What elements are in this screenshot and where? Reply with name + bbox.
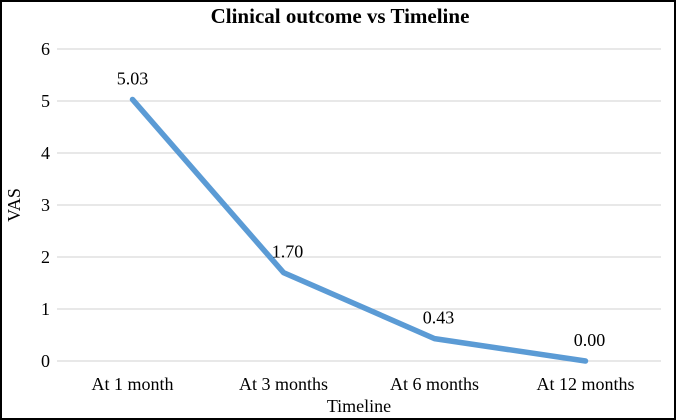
y-tick-label: 6 xyxy=(41,39,50,59)
x-category-label: At 12 months xyxy=(536,374,634,394)
series-line xyxy=(129,96,589,364)
y-tick-label: 0 xyxy=(41,351,50,371)
x-category-label: At 6 months xyxy=(390,374,479,394)
data-label: 1.70 xyxy=(272,242,304,262)
data-label: 0.00 xyxy=(574,330,606,350)
y-tick-label: 1 xyxy=(41,299,50,319)
x-category-label: At 3 months xyxy=(239,374,328,394)
x-category-label: At 1 month xyxy=(91,374,173,394)
data-label: 5.03 xyxy=(117,68,149,88)
y-tick-label: 5 xyxy=(41,91,50,111)
x-axis-title: Timeline xyxy=(326,396,392,416)
chart-title: Clinical outcome vs Timeline xyxy=(210,4,470,28)
y-tick-label: 3 xyxy=(41,195,50,215)
y-tick-label: 2 xyxy=(41,247,50,267)
data-label: 0.43 xyxy=(423,308,455,328)
y-tick-label: 4 xyxy=(41,143,50,163)
